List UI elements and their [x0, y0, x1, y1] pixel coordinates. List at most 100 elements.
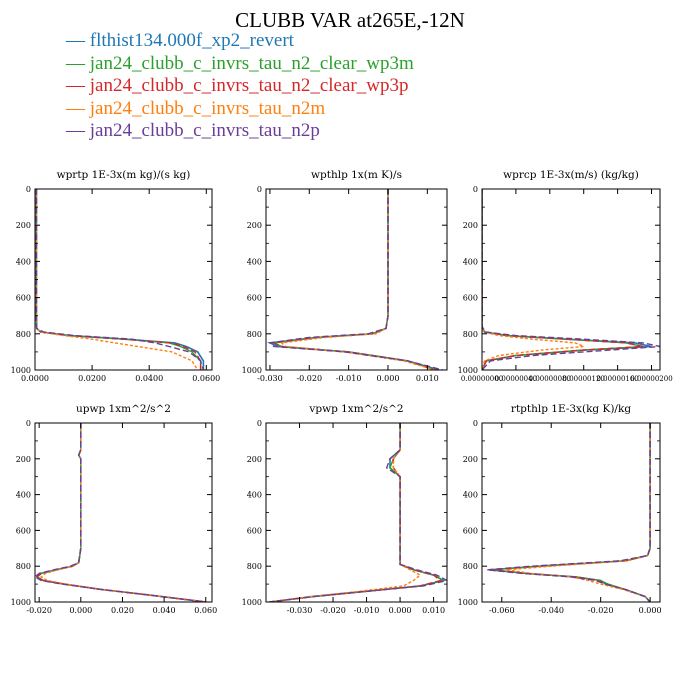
y-tick-label: 1000	[458, 366, 478, 375]
series-line-2	[491, 423, 651, 602]
x-tick-label: -0.040	[538, 606, 564, 615]
panel-2: wpthlp 1x(m K)/s 0 200 400 600 800 1000-0.030 -…	[242, 169, 448, 383]
y-tick-label: 200	[16, 221, 31, 230]
x-tick-label: 0.00000080	[529, 375, 571, 383]
panel-3: wprcp 1E-3x(m/s) (kg/kg) 0 200 400 600 800 100…	[458, 169, 673, 383]
x-tick-label: 0.00000040	[495, 375, 537, 383]
x-tick-label: -0.010	[354, 606, 380, 615]
series-line-4	[280, 189, 436, 370]
x-tick-label: 0.00000200	[630, 375, 672, 383]
x-tick-label: 0.00000000	[461, 375, 503, 383]
series-line-2	[269, 423, 446, 602]
legend-item-n2p: — jan24_clubb_c_invrs_tau_n2p	[66, 120, 320, 141]
series-line-4	[39, 423, 206, 602]
y-tick-label: 200	[247, 455, 262, 464]
series-line-1	[35, 423, 206, 602]
y-tick-label: 600	[247, 526, 262, 535]
series-line-4	[482, 189, 584, 370]
x-tick-label: -0.020	[588, 606, 614, 615]
y-tick-label: 400	[16, 491, 31, 500]
figure-title: CLUBB VAR at265E,-12N	[235, 8, 465, 32]
series-line-5	[269, 423, 447, 602]
y-tick-label: 200	[16, 455, 31, 464]
y-tick-label: 0	[257, 185, 262, 194]
x-tick-label: -0.020	[26, 606, 52, 615]
x-tick-label: 0.0000	[21, 374, 49, 383]
y-tick-label: 0	[473, 419, 478, 428]
y-tick-label: 600	[16, 294, 31, 303]
series-line-4	[269, 423, 422, 602]
panel-title: vpwp 1xm^2/s^2	[308, 403, 403, 415]
y-tick-label: 1000	[242, 598, 262, 607]
x-tick-label: -0.020	[320, 606, 346, 615]
panel-title: wpthlp 1x(m K)/s	[311, 169, 402, 181]
x-tick-label: 0.000	[389, 606, 412, 615]
y-tick-label: 1000	[242, 366, 262, 375]
legend-item-flthist: — flthist134.000f_xp2_revert	[66, 30, 294, 51]
y-tick-label: 800	[16, 562, 31, 571]
y-tick-label: 1000	[11, 598, 31, 607]
x-tick-label: 0.00000120	[563, 375, 605, 383]
panel-6: rtpthlp 1E-3x(kg K)/kg 0 200 400 600 800 1000 -…	[458, 403, 662, 615]
x-tick-label: 0.060	[194, 606, 217, 615]
y-tick-label: 0	[26, 419, 31, 428]
y-tick-label: 800	[247, 330, 262, 339]
y-tick-label: 200	[247, 221, 262, 230]
series-line-3	[491, 423, 651, 602]
panel-4: upwp 1xm^2/s^2 0 200 400 600 800 1000-0.020 0.0…	[11, 403, 218, 615]
plot-frame	[34, 422, 213, 603]
x-tick-label: 0.010	[422, 606, 445, 615]
series-line-2	[35, 423, 206, 602]
x-tick-label: 0.020	[111, 606, 134, 615]
legend-item-wp3m: — jan24_clubb_c_invrs_tau_n2_clear_wp3m	[66, 52, 414, 74]
y-tick-label: 400	[16, 257, 31, 266]
x-tick-label: -0.010	[336, 374, 362, 383]
x-tick-label: -0.030	[257, 374, 283, 383]
y-tick-label: 400	[463, 491, 478, 500]
y-tick-label: 200	[463, 455, 478, 464]
x-tick-label: 0.000	[377, 374, 400, 383]
y-tick-label: 600	[463, 526, 478, 535]
series-line-2	[271, 189, 436, 370]
y-tick-label: 400	[247, 257, 262, 266]
x-tick-label: 0.010	[416, 374, 439, 383]
y-tick-label: 600	[16, 526, 31, 535]
panel-title: wprcp 1E-3x(m/s) (kg/kg)	[503, 169, 639, 181]
series-line-4	[506, 423, 651, 602]
legend-item-wp3p: — jan24_clubb_c_invrs_tau_n2_clear_wp3p	[66, 75, 409, 96]
x-tick-label: 0.0600	[192, 374, 220, 383]
plot-frame	[265, 188, 448, 371]
y-tick-label: 400	[463, 257, 478, 266]
series-line-2	[482, 189, 644, 370]
series-line-5	[482, 189, 660, 370]
y-tick-label: 800	[16, 330, 31, 339]
series-line-5	[35, 189, 205, 370]
y-tick-label: 600	[247, 294, 262, 303]
series-line-3	[35, 423, 206, 602]
plot-frame	[34, 188, 213, 371]
legend-item-n2m: — jan24_clubb_c_invrs_tau_n2m	[66, 97, 326, 119]
x-tick-label: -0.030	[287, 606, 313, 615]
x-tick-label: 0.0200	[78, 374, 106, 383]
y-tick-label: 800	[247, 562, 262, 571]
plot-frame	[481, 422, 661, 603]
y-tick-label: 600	[463, 294, 478, 303]
panel-5: vpwp 1xm^2/s^2 0 200 400 600 800 1000 -0.030 -0.…	[242, 403, 448, 615]
y-tick-label: 1000	[11, 366, 31, 375]
x-tick-label: 0.0400	[135, 374, 163, 383]
y-tick-label: 0	[257, 419, 262, 428]
series-line-5	[486, 423, 651, 602]
series-line-5	[268, 189, 444, 370]
x-tick-label: 0.000	[69, 606, 92, 615]
panel-title: rtpthlp 1E-3x(kg K)/kg	[511, 403, 631, 415]
series-line-1	[266, 189, 440, 370]
series-line-1	[489, 423, 651, 602]
x-tick-label: 0.000	[639, 606, 662, 615]
legend: — flthist134.000f_xp2_revert — jan24_clu…	[66, 30, 414, 143]
y-tick-label: 400	[247, 491, 262, 500]
y-tick-label: 800	[463, 330, 478, 339]
y-tick-label: 0	[26, 185, 31, 194]
series-line-3	[271, 189, 436, 370]
x-tick-label: -0.020	[296, 374, 322, 383]
